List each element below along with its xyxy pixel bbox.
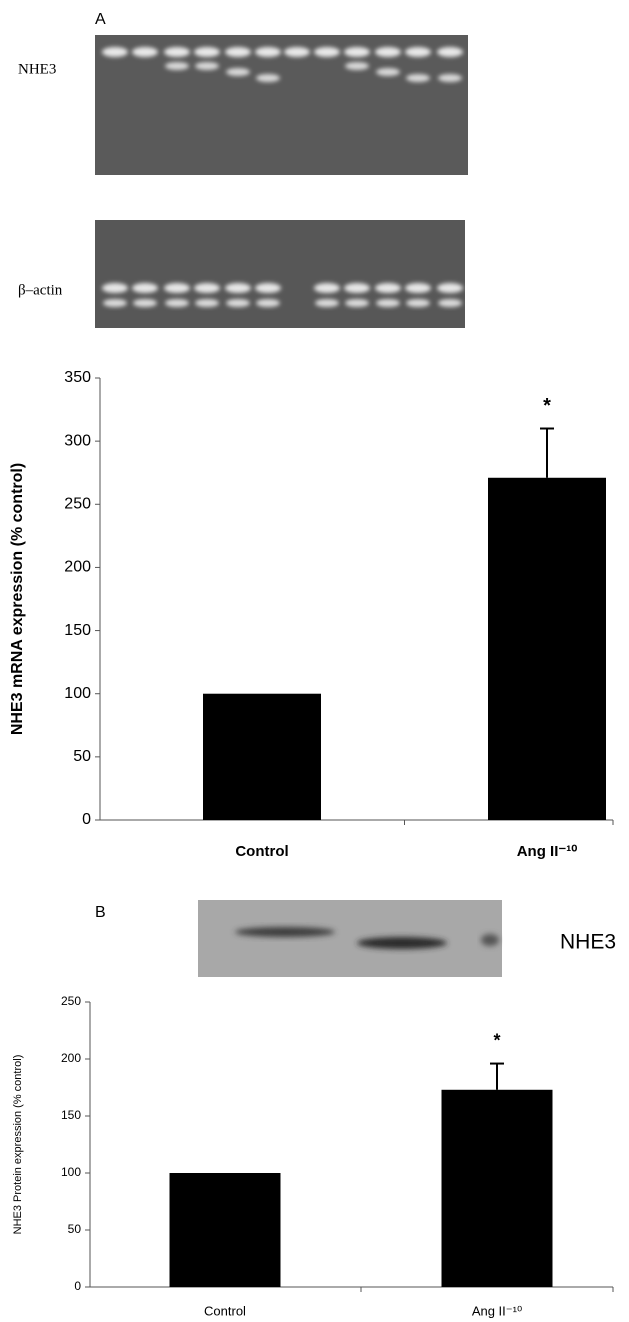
gel-band bbox=[284, 47, 310, 57]
gel-band bbox=[102, 47, 128, 57]
bar bbox=[170, 1173, 281, 1287]
y-tick-label: 0 bbox=[74, 1279, 81, 1293]
gel-band bbox=[405, 283, 431, 293]
y-tick-label: 350 bbox=[64, 369, 91, 386]
gel-band bbox=[132, 47, 158, 57]
gel-band bbox=[225, 47, 251, 57]
gel-band bbox=[344, 283, 370, 293]
gel-band bbox=[406, 299, 430, 307]
y-axis-label: NHE3 Protein expression (% control) bbox=[12, 1055, 24, 1235]
gel-band bbox=[375, 47, 401, 57]
figure: A NHE3 β–actin B NHE3 0 50 100 150 200 250 300… bbox=[0, 0, 629, 1322]
y-tick-label: 150 bbox=[61, 1108, 81, 1122]
gel-band bbox=[375, 283, 401, 293]
panel-label: B bbox=[95, 904, 106, 921]
blot-band bbox=[357, 937, 447, 949]
y-tick-label: 300 bbox=[64, 432, 91, 449]
significance-marker: * bbox=[493, 1030, 500, 1050]
gel-band bbox=[165, 299, 189, 307]
bar bbox=[488, 478, 606, 820]
y-tick-label: 50 bbox=[73, 748, 91, 765]
y-tick-label: 200 bbox=[61, 1051, 81, 1065]
gel-band bbox=[315, 299, 339, 307]
gel-band bbox=[406, 74, 430, 82]
gel-band bbox=[164, 283, 190, 293]
y-tick-label: 200 bbox=[64, 559, 91, 576]
bar bbox=[442, 1090, 553, 1287]
blot-band bbox=[481, 934, 499, 946]
gel-band bbox=[226, 299, 250, 307]
gel-band bbox=[256, 74, 280, 82]
western-blot bbox=[198, 900, 502, 977]
gel-band bbox=[314, 47, 340, 57]
y-tick-label: 50 bbox=[68, 1222, 82, 1236]
gel-band bbox=[195, 62, 219, 70]
gel-band bbox=[438, 299, 462, 307]
panel-label: A bbox=[95, 11, 106, 28]
y-tick-label: 100 bbox=[64, 685, 91, 702]
blot-label: NHE3 bbox=[560, 931, 616, 954]
gel-band bbox=[256, 299, 280, 307]
y-tick-label: 0 bbox=[82, 811, 91, 828]
gel-band bbox=[345, 299, 369, 307]
x-tick-label: Control bbox=[235, 843, 288, 860]
gel-band bbox=[438, 74, 462, 82]
gel-band bbox=[133, 299, 157, 307]
gel-band bbox=[344, 47, 370, 57]
x-tick-label: Ang II⁻¹⁰ bbox=[517, 843, 578, 860]
gel-band bbox=[225, 283, 251, 293]
y-tick-label: 150 bbox=[64, 622, 91, 639]
gel-band bbox=[255, 47, 281, 57]
gel-band bbox=[226, 68, 250, 76]
gel-band bbox=[195, 299, 219, 307]
x-tick-label: Control bbox=[204, 1303, 246, 1318]
gel-band bbox=[405, 47, 431, 57]
gel-band bbox=[437, 47, 463, 57]
gel-image bbox=[95, 220, 465, 328]
gel-band bbox=[437, 283, 463, 293]
gel-band bbox=[165, 62, 189, 70]
y-tick-label: 100 bbox=[61, 1165, 81, 1179]
gel-band bbox=[102, 283, 128, 293]
gel-label: NHE3 bbox=[18, 61, 56, 77]
significance-marker: * bbox=[543, 395, 551, 417]
bar bbox=[203, 694, 321, 820]
gel-band bbox=[376, 68, 400, 76]
y-tick-label: 250 bbox=[64, 496, 91, 513]
gel-band bbox=[314, 283, 340, 293]
gel-label: β–actin bbox=[18, 282, 63, 298]
blot-band bbox=[235, 927, 335, 937]
y-axis-label: NHE3 mRNA expression (% control) bbox=[9, 463, 26, 735]
y-tick-label: 250 bbox=[61, 994, 81, 1008]
gel-band bbox=[376, 299, 400, 307]
gel-band bbox=[194, 283, 220, 293]
gel-band bbox=[345, 62, 369, 70]
gel-band bbox=[103, 299, 127, 307]
gel-band bbox=[194, 47, 220, 57]
gel-band bbox=[164, 47, 190, 57]
gel-band bbox=[255, 283, 281, 293]
gel-band bbox=[132, 283, 158, 293]
x-tick-label: Ang II⁻¹⁰ bbox=[472, 1303, 522, 1318]
